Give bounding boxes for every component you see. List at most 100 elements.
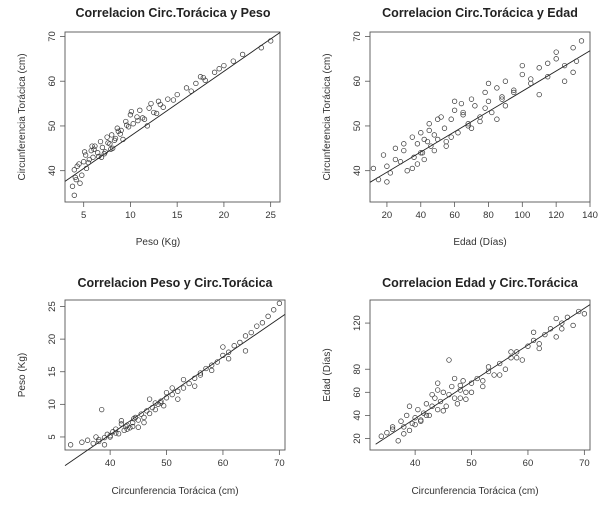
data-point [480, 378, 486, 384]
data-point [468, 389, 475, 395]
data-point [431, 132, 437, 138]
data-point [165, 96, 171, 102]
data-point [131, 416, 137, 422]
x-tick-label: 15 [172, 210, 183, 221]
data-point [118, 418, 125, 424]
data-point [570, 322, 576, 329]
data-point [186, 380, 192, 387]
data-point [449, 383, 455, 390]
data-point [497, 360, 503, 367]
data-point [95, 150, 101, 156]
chart-title: Correlacion Circ.Torácica y Peso [76, 6, 271, 20]
data-point [435, 406, 441, 413]
data-point [120, 136, 126, 143]
data-point [378, 433, 384, 439]
data-point [130, 423, 136, 430]
data-point [451, 375, 458, 382]
data-point [491, 372, 497, 378]
data-point [146, 396, 153, 402]
data-point [443, 403, 449, 409]
data-point [117, 131, 123, 137]
data-point [105, 140, 111, 146]
data-point [561, 78, 568, 84]
regression-line [375, 304, 591, 445]
plot-frame [64, 31, 281, 203]
data-point [519, 357, 525, 363]
data-point [458, 100, 465, 107]
chart-panel-1: Correlacion Circ.Torácica y Peso 5 10 15 20 2… [17, 6, 281, 248]
data-point [128, 108, 135, 115]
data-point [451, 107, 458, 113]
y-tick-label: 50 [47, 121, 58, 132]
data-point [502, 103, 509, 109]
data-point [511, 89, 517, 96]
data-point [92, 143, 98, 149]
chart-title: Correlacion Edad y Circ.Torácica [382, 276, 579, 290]
plot-frame [369, 31, 591, 203]
x-tick-label: 60 [523, 458, 534, 469]
data-point [276, 300, 283, 306]
data-point [440, 389, 446, 395]
data-point [468, 96, 475, 102]
data-point [414, 141, 421, 147]
data-point [118, 127, 124, 134]
data-point [254, 323, 260, 329]
data-point [139, 115, 146, 121]
data-point [81, 159, 87, 165]
data-point [499, 96, 505, 102]
data-point [221, 62, 227, 69]
data-point [573, 58, 580, 64]
data-point [118, 421, 125, 427]
data-point [151, 109, 157, 116]
data-point [545, 60, 551, 66]
data-point [220, 352, 226, 359]
data-point [463, 389, 469, 395]
data-point [412, 421, 418, 428]
x-tick-label: 70 [579, 458, 590, 469]
data-point [135, 417, 141, 423]
y-axis-label: Circunferencia Torácica (cm) [17, 53, 28, 180]
data-point [401, 147, 407, 154]
data-point [89, 143, 95, 149]
data-point [69, 183, 76, 189]
data-point [231, 343, 237, 349]
data-point [474, 375, 480, 382]
data-point [525, 343, 531, 349]
data-point [169, 385, 175, 391]
x-axis-label: Circunferencia Torácica (cm) [411, 486, 538, 497]
x-tick-label: 100 [514, 210, 530, 221]
data-point [465, 123, 471, 129]
data-point [508, 349, 514, 355]
data-point [536, 65, 542, 71]
data-point [404, 168, 410, 174]
plot-frame [369, 299, 591, 451]
data-point [180, 385, 187, 391]
data-point [457, 395, 463, 401]
data-point [477, 114, 483, 120]
data-point [193, 80, 199, 87]
data-point [485, 98, 492, 104]
data-point [536, 91, 542, 98]
data-point [564, 314, 571, 320]
data-point [528, 76, 534, 82]
data-point [123, 118, 129, 125]
data-point [71, 192, 77, 198]
data-point [502, 78, 509, 84]
data-point [86, 156, 92, 163]
data-point [480, 383, 486, 390]
data-point [268, 38, 274, 44]
data-point [83, 165, 90, 172]
data-point [71, 167, 77, 173]
data-point [415, 406, 421, 413]
data-point [389, 424, 396, 430]
data-point [258, 45, 264, 51]
data-point [161, 403, 167, 409]
data-point [435, 380, 441, 386]
data-point [542, 331, 548, 338]
data-point [79, 439, 85, 445]
data-point [508, 355, 514, 361]
data-point [197, 372, 204, 378]
data-point [113, 430, 119, 436]
data-point [421, 156, 427, 163]
y-tick-label: 20 [352, 433, 363, 444]
